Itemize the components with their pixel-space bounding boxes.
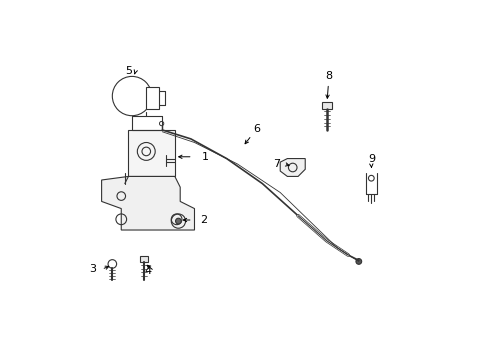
Text: 1: 1 [201, 152, 208, 162]
Text: 8: 8 [324, 71, 331, 81]
Polygon shape [102, 176, 194, 230]
Text: 4: 4 [144, 266, 151, 276]
Circle shape [175, 218, 181, 224]
Circle shape [355, 258, 361, 264]
Polygon shape [280, 158, 305, 176]
Text: 2: 2 [200, 215, 206, 225]
Text: 3: 3 [89, 264, 96, 274]
Bar [140, 256, 148, 262]
Text: 5: 5 [124, 66, 132, 76]
Text: 7: 7 [272, 159, 280, 169]
Bar [128, 130, 175, 176]
Text: 6: 6 [253, 124, 260, 134]
Polygon shape [146, 87, 159, 109]
Text: 9: 9 [367, 154, 374, 163]
Bar [322, 102, 331, 109]
